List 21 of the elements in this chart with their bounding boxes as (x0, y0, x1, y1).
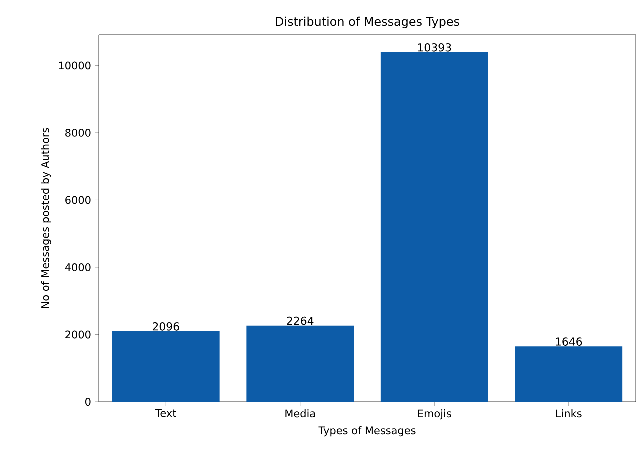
x-tick-label: Media (286, 410, 316, 418)
chart-title: Distribution of Messages Types (276, 16, 460, 28)
bar (112, 332, 220, 402)
y-tick-label: 0 (86, 398, 91, 406)
data-label: 2096 (152, 322, 180, 331)
x-tick-label: Text (156, 410, 176, 418)
x-tick-label: Emojis (418, 410, 452, 420)
bar (246, 326, 354, 402)
bar (380, 52, 488, 402)
y-tick-label: 10000 (59, 62, 91, 70)
y-tick-label: 8000 (66, 129, 91, 137)
data-label: 10393 (418, 44, 452, 52)
y-axis-title: No of Messages posted by Authors (41, 128, 52, 308)
data-label: 2264 (287, 316, 314, 326)
y-tick-label: 2000 (66, 330, 91, 339)
y-tick-label: 6000 (66, 196, 91, 204)
y-tick-label: 4000 (65, 264, 91, 272)
data-label: 1646 (556, 338, 582, 346)
x-tick-label: Links (556, 410, 582, 418)
bar (515, 346, 623, 402)
x-axis-title: Types of Messages (318, 426, 416, 437)
